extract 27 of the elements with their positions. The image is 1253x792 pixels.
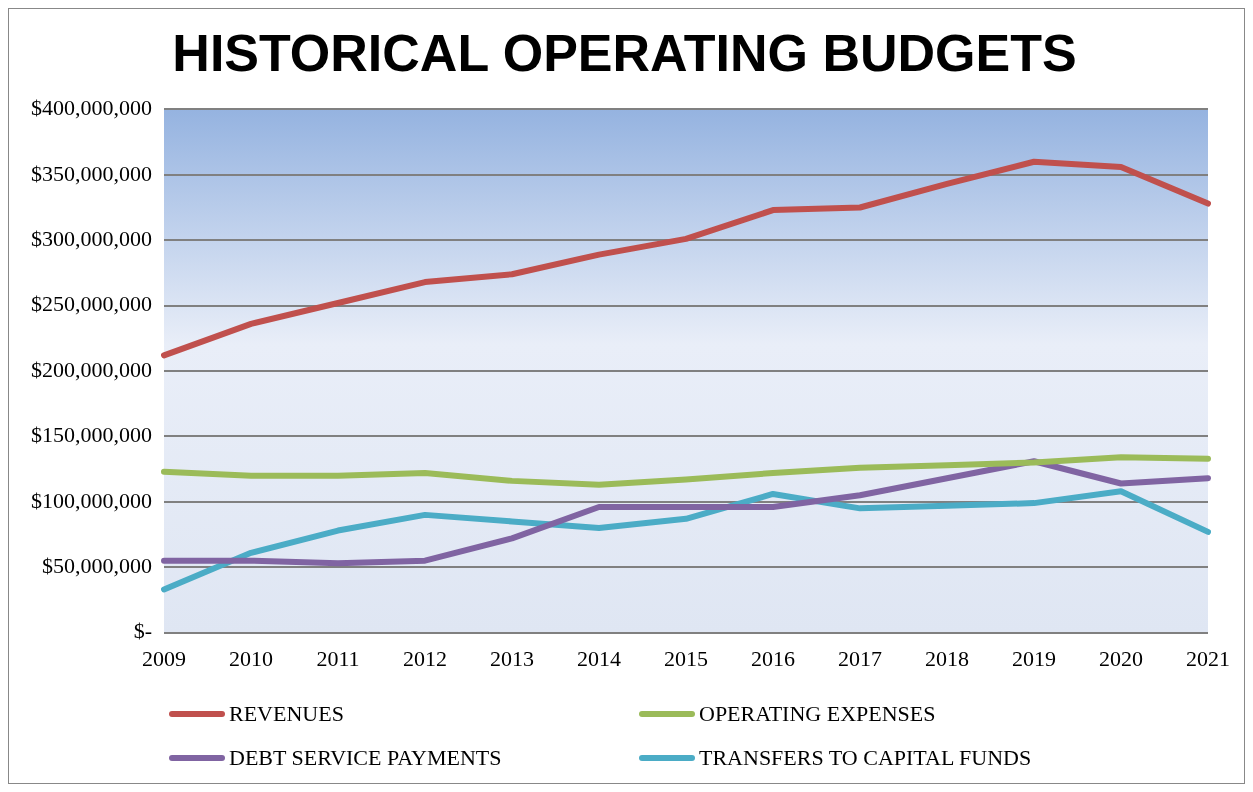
y-tick-label: $250,000,000 <box>31 291 152 317</box>
x-tick-label: 2018 <box>925 645 969 671</box>
x-tick-label: 2009 <box>142 645 186 671</box>
x-tick-label: 2016 <box>751 645 795 671</box>
x-tick-label: 2017 <box>838 645 882 671</box>
legend-label: TRANSFERS TO CAPITAL FUNDS <box>699 745 1032 771</box>
legend-label: DEBT SERVICE PAYMENTS <box>229 745 502 771</box>
y-tick-label: $200,000,000 <box>31 356 152 382</box>
x-tick-label: 2010 <box>229 645 273 671</box>
chart-title: HISTORICAL OPERATING BUDGETS <box>172 23 1077 82</box>
x-tick-label: 2021 <box>1186 645 1230 671</box>
x-tick-label: 2011 <box>316 645 360 671</box>
y-tick-label: $50,000,000 <box>42 552 152 578</box>
y-tick-label: $- <box>133 618 152 644</box>
x-tick-label: 2012 <box>403 645 447 671</box>
y-tick-label: $150,000,000 <box>31 422 152 448</box>
y-tick-label: $300,000,000 <box>31 225 152 251</box>
x-tick-label: 2015 <box>664 645 708 671</box>
x-tick-label: 2019 <box>1012 645 1056 671</box>
y-tick-label: $400,000,000 <box>31 95 152 121</box>
legend-label: REVENUES <box>229 701 344 727</box>
x-tick-label: 2013 <box>490 645 534 671</box>
x-tick-label: 2020 <box>1099 645 1143 671</box>
y-tick-label: $350,000,000 <box>31 160 152 186</box>
legend-label: OPERATING EXPENSES <box>699 701 936 727</box>
x-tick-label: 2014 <box>577 645 621 671</box>
y-tick-label: $100,000,000 <box>31 487 152 513</box>
